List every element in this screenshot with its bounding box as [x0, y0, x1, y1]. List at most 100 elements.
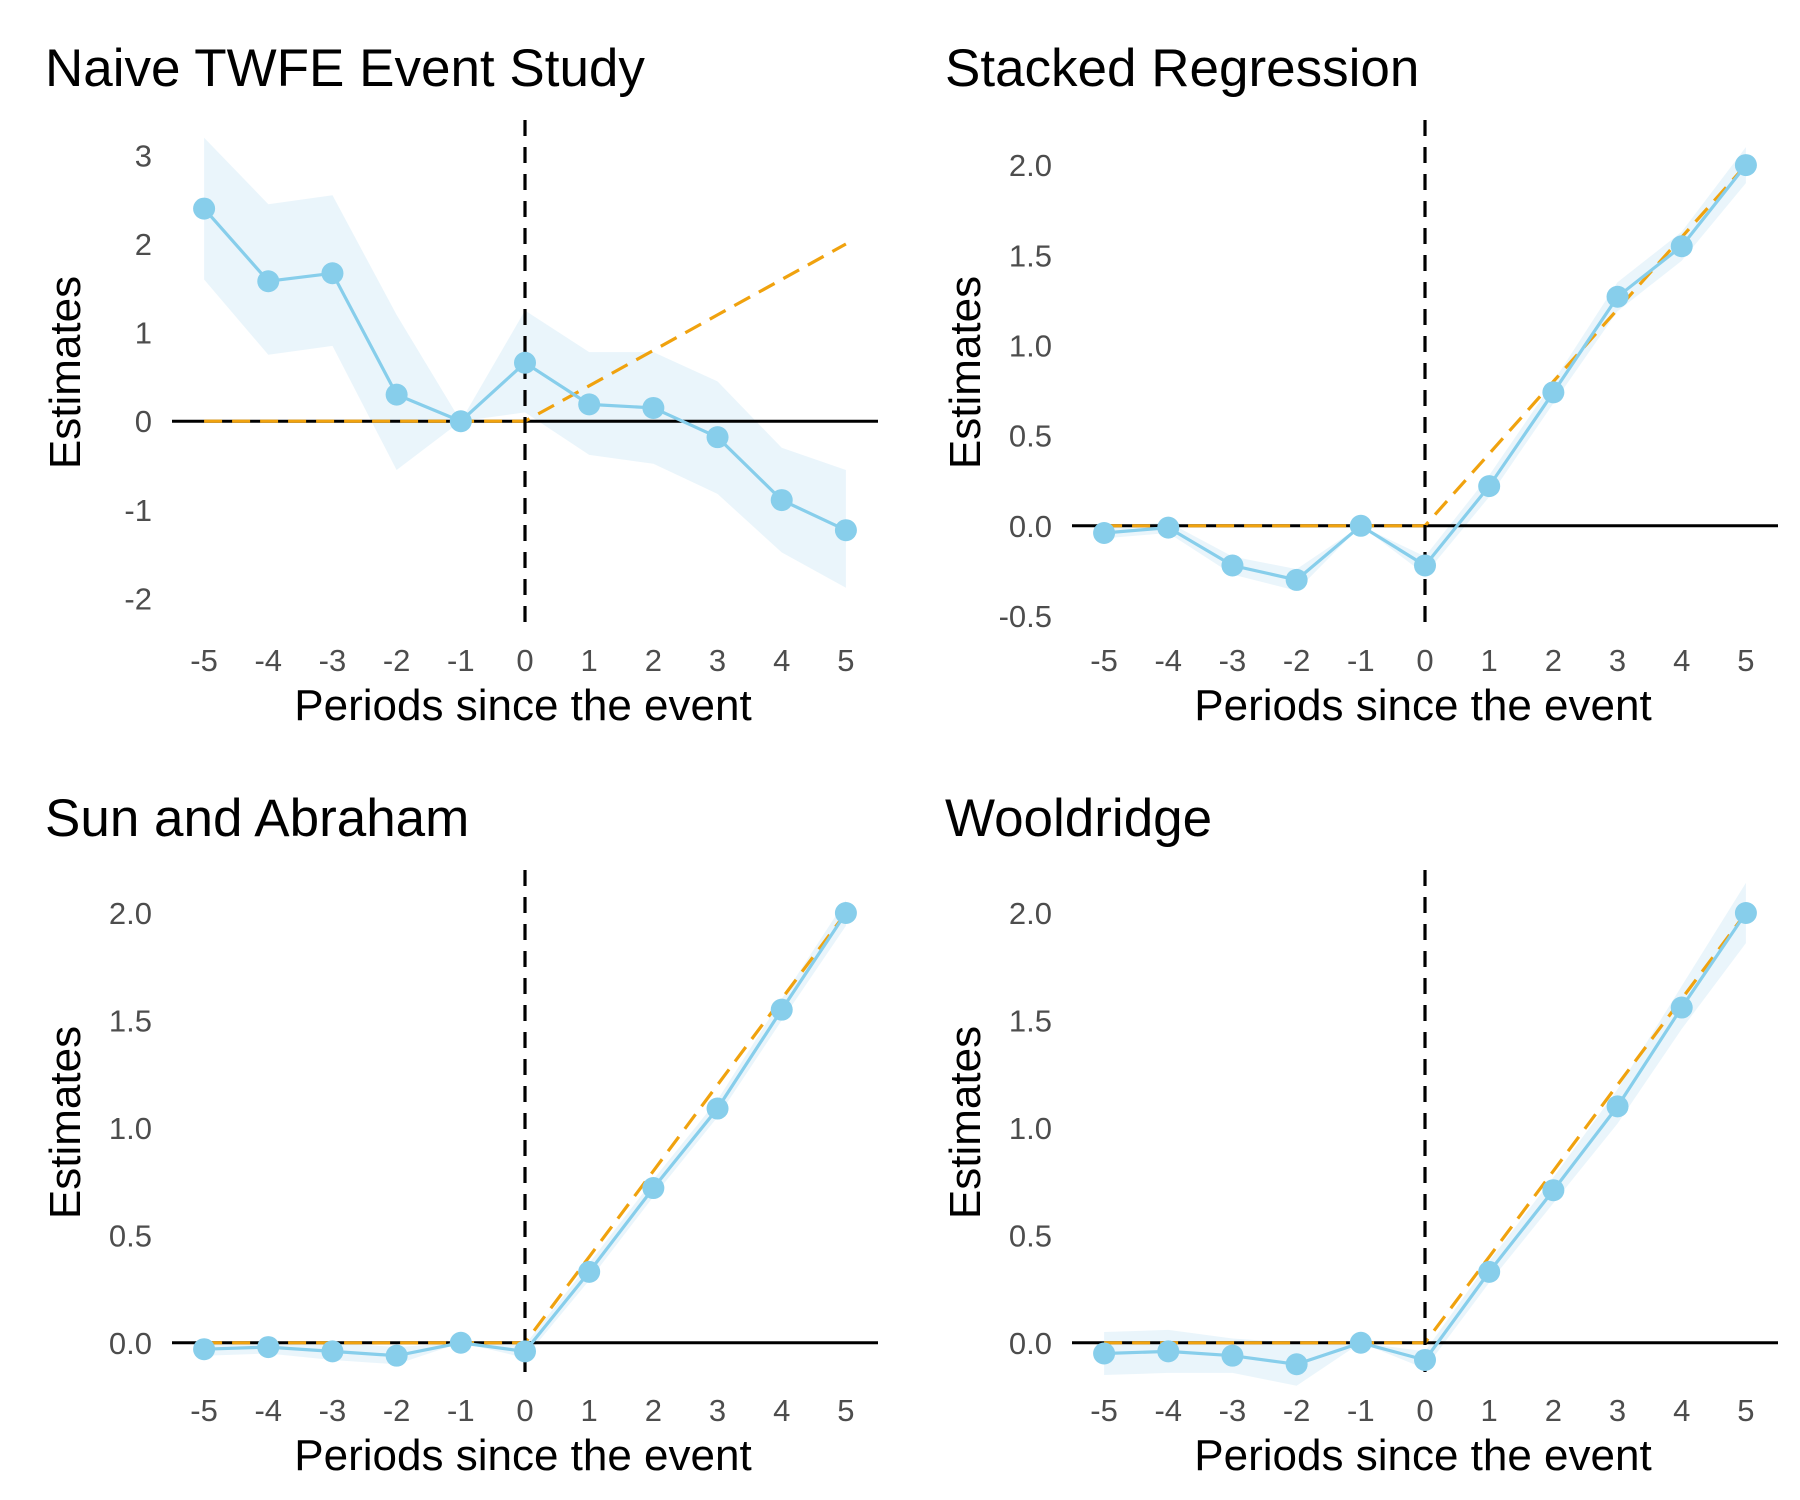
chart-title: Wooldridge — [945, 789, 1212, 848]
estimate-point — [257, 1336, 280, 1359]
x-tick-label: -2 — [383, 1393, 411, 1428]
estimate-point — [1414, 554, 1436, 577]
x-axis-label: Periods since the event — [1194, 681, 1651, 730]
estimate-point — [1221, 554, 1244, 577]
x-tick-label: 2 — [645, 1393, 662, 1428]
x-tick-label: -1 — [1347, 1393, 1375, 1428]
x-tick-label: -1 — [447, 643, 475, 678]
x-tick-label: 1 — [1481, 643, 1498, 678]
estimate-point — [514, 1340, 536, 1363]
x-tick-label: -4 — [1154, 643, 1182, 678]
estimate-point — [1542, 1179, 1565, 1202]
x-tick-label: -1 — [447, 1393, 475, 1428]
x-tick-label: -2 — [1283, 1393, 1311, 1428]
x-tick-label: 2 — [645, 643, 662, 678]
y-tick-label: 2.0 — [1009, 896, 1052, 931]
x-tick-label: 0 — [516, 643, 533, 678]
panel-stacked-regression: Stacked Regression Estimates Periods since… — [900, 0, 1800, 750]
estimate-point — [1157, 516, 1180, 539]
estimate-point — [514, 351, 536, 374]
y-tick-label: 0 — [135, 404, 152, 439]
estimate-point — [1734, 154, 1757, 177]
x-tick-label: 4 — [773, 643, 790, 678]
x-tick-label: 2 — [1545, 643, 1562, 678]
x-tick-label: 4 — [1673, 643, 1690, 678]
x-tick-label: -1 — [1347, 643, 1375, 678]
x-tick-label: 0 — [1416, 1393, 1433, 1428]
estimate-point — [1221, 1344, 1244, 1367]
y-tick-label: 0.0 — [109, 1326, 152, 1361]
x-axis-label: Periods since the event — [294, 681, 751, 730]
x-tick-label: 5 — [837, 643, 854, 678]
x-tick-label: 0 — [516, 1393, 533, 1428]
chart-title: Sun and Abraham — [45, 789, 469, 848]
estimate-point — [1606, 1095, 1629, 1118]
x-tick-label: -3 — [319, 1393, 347, 1428]
x-tick-label: 3 — [1609, 1393, 1626, 1428]
x-tick-label: -3 — [1219, 1393, 1247, 1428]
estimate-point — [193, 1338, 216, 1361]
estimate-point — [321, 1340, 344, 1363]
x-tick-label: 4 — [773, 1393, 790, 1428]
estimate-point — [1670, 235, 1693, 258]
x-tick-label: 1 — [581, 1393, 598, 1428]
estimate-point — [1157, 1340, 1180, 1363]
y-axis-label: Estimates — [941, 276, 990, 469]
x-tick-label: 1 — [1481, 1393, 1498, 1428]
y-axis-label: Estimates — [41, 276, 90, 469]
estimate-point — [385, 383, 408, 406]
panel-sun-and-abraham: Sun and Abraham Estimates Periods since th… — [0, 750, 900, 1500]
y-tick-label: 0.0 — [1009, 1326, 1052, 1361]
y-tick-label: 1.5 — [1009, 238, 1052, 273]
chart-svg: Sun and Abraham Estimates Periods since th… — [41, 789, 878, 1480]
chart-svg: Naive TWFE Event Study Estimates Periods s… — [41, 39, 878, 730]
estimate-point — [449, 410, 472, 433]
x-tick-label: 4 — [1673, 1393, 1690, 1428]
estimate-point — [1414, 1348, 1436, 1371]
y-tick-label: 1.5 — [109, 1003, 152, 1038]
x-tick-label: -5 — [1090, 643, 1118, 678]
estimate-point — [578, 1260, 601, 1283]
y-tick-label: 0.0 — [1009, 509, 1052, 544]
estimate-point — [193, 197, 216, 220]
panel-naive-twfe: Naive TWFE Event Study Estimates Periods s… — [0, 0, 900, 750]
x-tick-label: -2 — [383, 643, 411, 678]
x-tick-label: 5 — [837, 1393, 854, 1428]
x-tick-label: 5 — [1737, 643, 1754, 678]
x-tick-label: 3 — [709, 1393, 726, 1428]
panel-wooldridge: Wooldridge Estimates Periods since the eve… — [900, 750, 1800, 1500]
y-tick-label: 2 — [135, 227, 152, 262]
estimate-point — [1349, 514, 1372, 537]
estimate-point — [1606, 285, 1629, 308]
chart-title: Stacked Regression — [945, 39, 1419, 98]
y-tick-label: 1.0 — [1009, 328, 1052, 363]
x-axis-label: Periods since the event — [1194, 1431, 1651, 1480]
y-tick-label: -2 — [124, 581, 152, 616]
estimate-point — [1478, 475, 1501, 498]
estimate-point — [834, 901, 857, 924]
estimate-point — [770, 489, 793, 512]
estimate-point — [1670, 996, 1693, 1019]
estimate-point — [1093, 522, 1116, 545]
x-tick-label: -4 — [254, 1393, 282, 1428]
estimate-point — [706, 426, 729, 449]
estimate-point — [1349, 1331, 1372, 1354]
x-tick-label: -5 — [190, 1393, 218, 1428]
estimate-point — [1285, 1353, 1308, 1376]
chart-svg: Stacked Regression Estimates Periods since… — [941, 39, 1778, 730]
estimate-point — [257, 270, 280, 293]
x-tick-label: -5 — [1090, 1393, 1118, 1428]
x-tick-label: -2 — [1283, 643, 1311, 678]
confidence-band — [1104, 882, 1746, 1386]
confidence-band — [204, 900, 846, 1365]
estimate-point — [578, 393, 601, 416]
chart-svg: Wooldridge Estimates Periods since the eve… — [941, 789, 1778, 1480]
x-tick-label: 3 — [709, 643, 726, 678]
x-tick-label: 2 — [1545, 1393, 1562, 1428]
y-tick-label: 0.5 — [1009, 419, 1052, 454]
y-tick-label: 1 — [135, 316, 152, 351]
y-tick-label: -0.5 — [999, 599, 1052, 634]
y-tick-label: 1.5 — [1009, 1003, 1052, 1038]
estimate-point — [1285, 568, 1308, 591]
